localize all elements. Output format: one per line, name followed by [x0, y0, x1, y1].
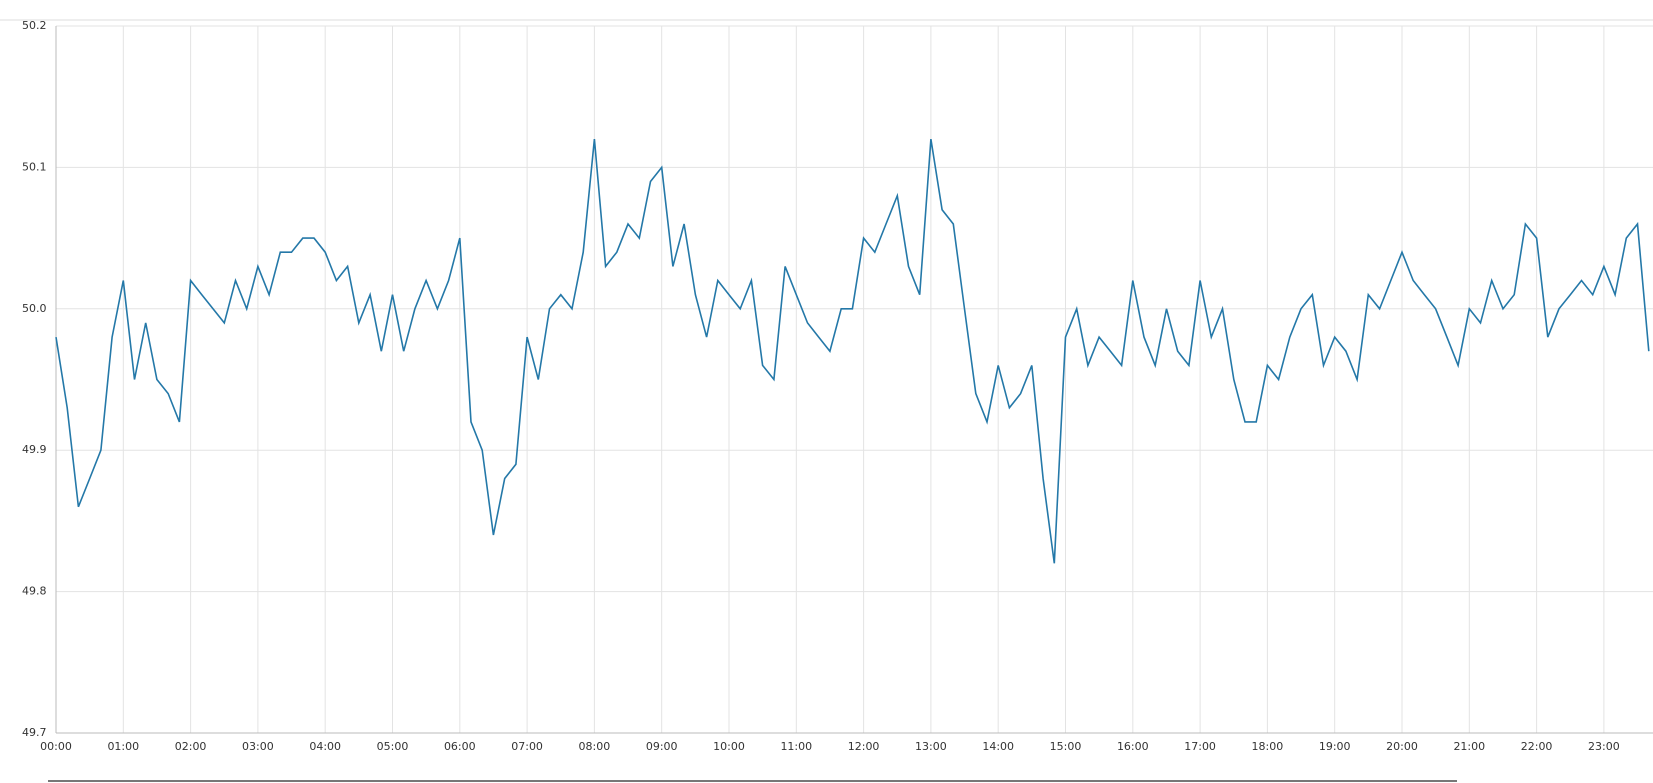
x-tick-label: 17:00 [1184, 740, 1216, 753]
x-tick-label: 02:00 [175, 740, 207, 753]
x-tick-label: 01:00 [107, 740, 139, 753]
x-tick-label: 04:00 [309, 740, 341, 753]
line-series [55, 138, 1650, 564]
x-tick-label: 20:00 [1386, 740, 1418, 753]
x-tick-label: 13:00 [915, 740, 947, 753]
x-tick-label: 11:00 [780, 740, 812, 753]
x-tick-label: 05:00 [377, 740, 409, 753]
y-tick-label: 50.0 [22, 302, 47, 315]
y-tick-label: 50.2 [22, 19, 47, 32]
x-tick-label: 22:00 [1521, 740, 1553, 753]
x-tick-label: 00:00 [40, 740, 72, 753]
x-tick-label: 09:00 [646, 740, 678, 753]
x-tick-label: 15:00 [1050, 740, 1082, 753]
x-tick-label: 23:00 [1588, 740, 1620, 753]
y-tick-label: 49.8 [22, 585, 47, 598]
y-tick-label: 49.7 [22, 726, 47, 739]
x-tick-label: 12:00 [848, 740, 880, 753]
x-tick-label: 08:00 [579, 740, 611, 753]
x-tick-label: 21:00 [1453, 740, 1485, 753]
x-tick-label: 10:00 [713, 740, 745, 753]
x-tick-label: 06:00 [444, 740, 476, 753]
x-tick-label: 16:00 [1117, 740, 1149, 753]
y-tick-label: 50.1 [22, 160, 47, 173]
x-tick-label: 07:00 [511, 740, 543, 753]
y-tick-label: 49.9 [22, 443, 47, 456]
x-tick-label: 18:00 [1252, 740, 1284, 753]
x-tick-label: 19:00 [1319, 740, 1351, 753]
x-tick-label: 14:00 [982, 740, 1014, 753]
x-tick-label: 03:00 [242, 740, 274, 753]
